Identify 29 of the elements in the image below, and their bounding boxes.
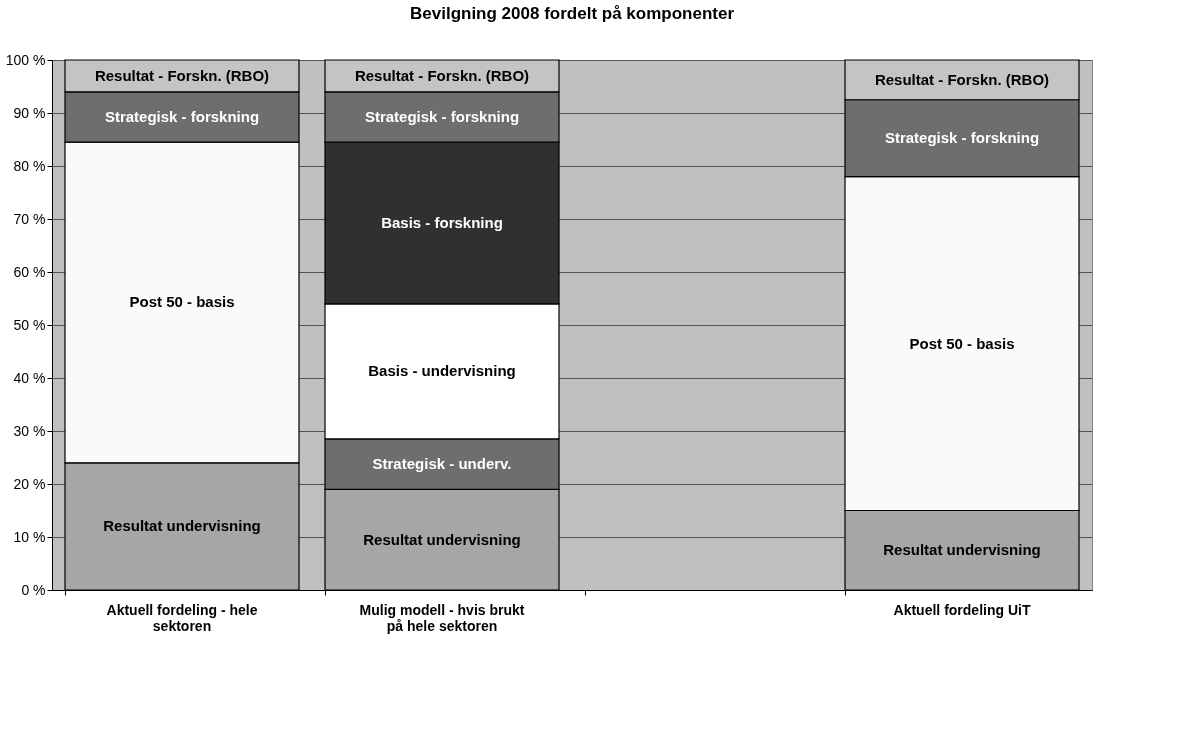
y-tick-label: 30 % xyxy=(13,422,46,439)
series-label: Basis - forskning xyxy=(381,213,503,231)
text: Strategisk - forskning xyxy=(884,129,1040,147)
series-label: Strategisk - underv. xyxy=(372,455,512,473)
x-tick-label: Aktuell fordeling UiT xyxy=(893,601,1031,618)
y-tick-label: 60 % xyxy=(13,263,46,280)
y-tick-label: 90 % xyxy=(13,104,46,121)
text: Resultat - Forskn. (RBO) xyxy=(354,66,530,84)
series-label: Basis - undervisning xyxy=(368,362,516,380)
series-label: Post 50 - basis xyxy=(129,293,235,311)
x-tick-label: Aktuell fordeling - hele sektoren xyxy=(106,601,258,634)
x-tick-label: Mulig modell - hvis brukt på hele sektoren xyxy=(359,601,525,634)
y-tick-label: 10 % xyxy=(13,528,46,545)
y-tick-label: 70 % xyxy=(13,210,46,227)
text: Resultat undervisning xyxy=(103,517,261,535)
y-tick-label: 20 % xyxy=(13,475,46,492)
series-label: Strategisk - forskning xyxy=(104,107,260,125)
y-tick-label: 0 % xyxy=(21,581,46,598)
series-label: Resultat undervisning xyxy=(883,541,1041,559)
text: Post 50 - basis xyxy=(909,334,1015,352)
text: Strategisk - forskning xyxy=(364,107,520,125)
text: Resultat undervisning xyxy=(363,530,521,548)
y-tick-label: 40 % xyxy=(13,369,46,386)
y-tick-label: 80 % xyxy=(13,157,46,174)
chart-title: Bevilgning 2008 fordelt på komponenter xyxy=(409,4,735,23)
y-tick-label: 50 % xyxy=(13,316,46,333)
series-label: Resultat - Forskn. (RBO) xyxy=(94,66,270,84)
y-tick-label: 100 % xyxy=(5,51,46,68)
text: Resultat - Forskn. (RBO) xyxy=(874,70,1050,88)
